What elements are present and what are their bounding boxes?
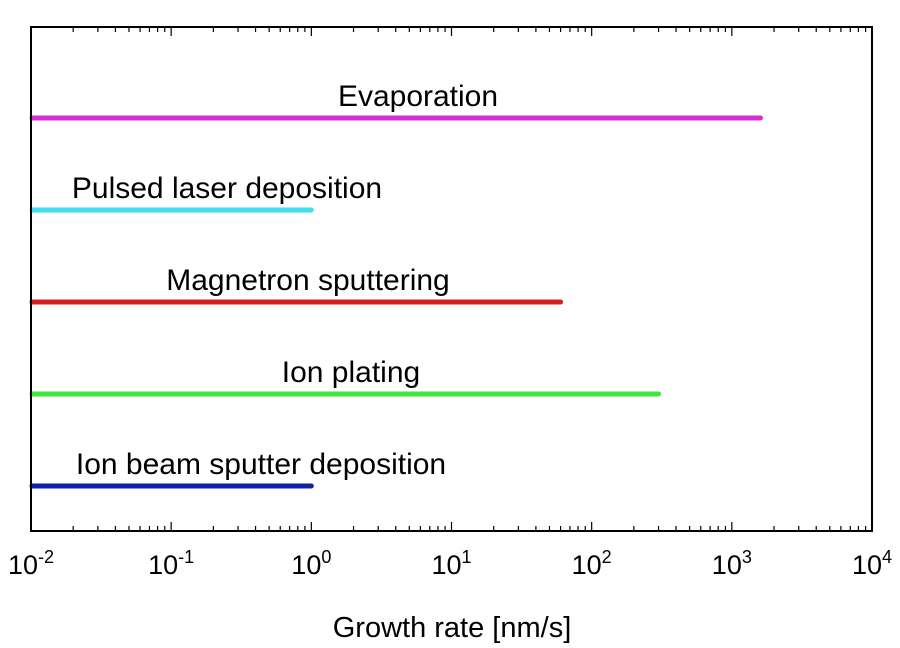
tick-label-base: 10 — [291, 550, 321, 580]
tick-label-base: 10 — [852, 550, 882, 580]
x-tick-label: 101 — [431, 547, 471, 580]
bar-label: Ion plating — [282, 356, 420, 389]
x-tick-labels: 10-2 10-1 100 101 102 103 104 — [8, 547, 892, 580]
tick-label-base: 10 — [431, 550, 461, 580]
x-tick-label: 10-1 — [148, 547, 194, 580]
bars-group: Evaporation Pulsed laser deposition Magnet… — [29, 80, 763, 489]
tick-label-exponent: 0 — [321, 547, 331, 567]
x-tick-label: 103 — [712, 547, 752, 580]
tick-label-exponent: -1 — [178, 547, 194, 567]
bar-label: Ion beam sputter deposition — [76, 448, 446, 481]
tick-label-base: 10 — [712, 550, 742, 580]
tick-label-exponent: 1 — [462, 547, 472, 567]
plot-frame — [30, 26, 873, 532]
tick-label-exponent: -2 — [38, 547, 54, 567]
x-tick-label: 100 — [291, 547, 331, 580]
tick-label-base: 10 — [572, 550, 602, 580]
bar-label: Pulsed laser deposition — [72, 172, 382, 205]
x-axis-label: Growth rate [nm/s] — [333, 612, 572, 644]
tick-label-base: 10 — [8, 550, 38, 580]
bar-label: Evaporation — [338, 80, 498, 113]
tick-label-exponent: 3 — [742, 547, 752, 567]
x-tick-label: 104 — [852, 547, 892, 580]
x-tick-label: 10-2 — [8, 547, 54, 580]
bar-label: Magnetron sputtering — [166, 264, 450, 297]
x-tick-label: 102 — [572, 547, 612, 580]
tick-label-exponent: 2 — [602, 547, 612, 567]
tick-label-exponent: 4 — [882, 547, 892, 567]
tick-label-base: 10 — [148, 550, 178, 580]
